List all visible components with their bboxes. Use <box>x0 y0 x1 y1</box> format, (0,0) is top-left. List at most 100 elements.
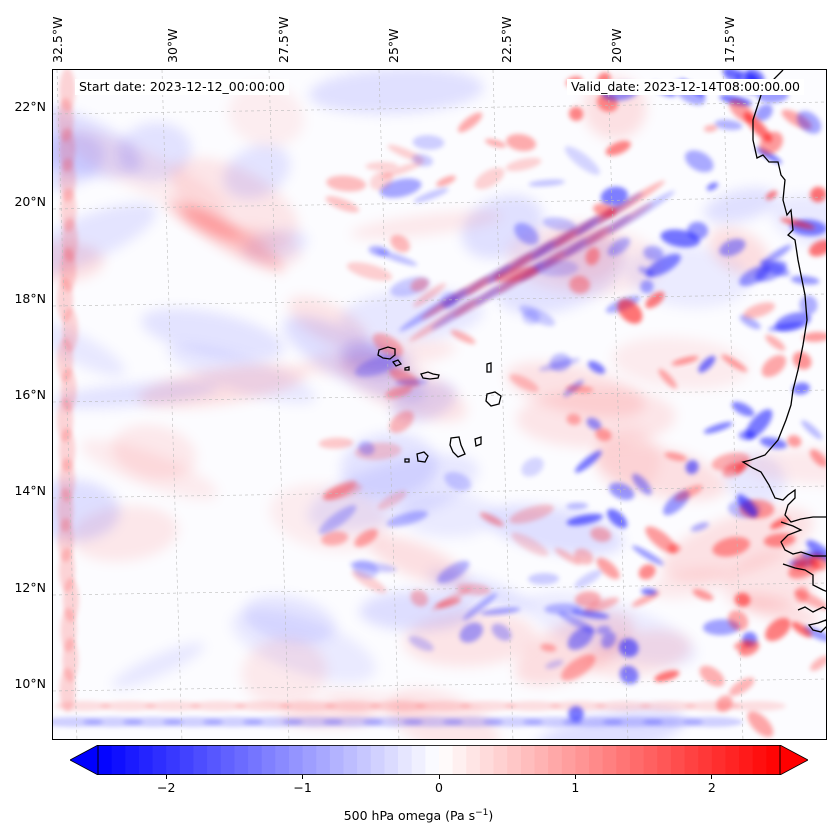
colorbar-cell <box>357 745 372 775</box>
omega-contour-blob <box>601 631 616 649</box>
omega-contour-blob <box>145 701 201 711</box>
omega-contour-blob <box>596 557 620 580</box>
colorbar-cell <box>220 745 235 775</box>
omega-contour-blob <box>80 439 218 500</box>
omega-contour-blob <box>595 701 651 711</box>
colorbar-label: 500 hPa omega (Pa s−1) <box>0 808 837 823</box>
omega-contour-blob <box>802 331 826 342</box>
omega-contour-blob <box>791 621 812 638</box>
colorbar-tick-label: 0 <box>435 780 443 795</box>
colorbar-tick-label: 2 <box>707 780 716 795</box>
colorbar-extend-min <box>70 745 99 775</box>
omega-contour-blob <box>410 277 429 292</box>
colorbar-cell <box>575 745 590 775</box>
colorbar-tick-label: −2 <box>156 780 176 795</box>
omega-contour-blob <box>731 401 755 417</box>
colorbar-cell <box>657 745 672 775</box>
omega-contour-blob <box>59 668 76 712</box>
map-gridlines <box>53 70 826 739</box>
omega-contour-blob <box>569 275 591 294</box>
omega-contour-blob <box>606 508 628 529</box>
omega-contour-blob <box>415 701 471 711</box>
omega-contour-blob <box>590 527 612 542</box>
colorbar <box>70 745 808 775</box>
omega-contour-blob <box>358 441 375 456</box>
omega-contour-blob <box>456 583 491 596</box>
omega-contour-blob <box>658 368 677 389</box>
omega-field-map <box>53 70 826 739</box>
omega-contour-blob <box>505 701 561 711</box>
omega-contour-blob <box>787 435 802 448</box>
colorbar-cell <box>589 745 604 775</box>
longitude-label: 25°W <box>386 28 401 63</box>
colorbar-cell <box>261 745 276 775</box>
omega-contour-blob <box>761 244 792 266</box>
omega-contour-blob <box>736 493 758 518</box>
omega-contour-blob <box>664 452 688 462</box>
valid-date-label: Valid_date: 2023-12-14T08:00:00.00 <box>566 79 804 95</box>
omega-contour-blob <box>509 504 554 524</box>
omega-contour-blob <box>574 569 602 589</box>
colorbar-cell <box>561 745 576 775</box>
colorbar-tick-label: 1 <box>571 780 580 795</box>
omega-contour-blob <box>350 210 503 239</box>
colorbar-cell <box>684 745 699 775</box>
omega-contour-blob <box>386 510 428 527</box>
colorbar-cell <box>111 745 126 775</box>
colorbar-cell <box>616 745 631 775</box>
omega-contour-blob <box>587 360 606 374</box>
omega-contour-blob <box>190 701 246 711</box>
omega-contour-blob <box>683 717 743 727</box>
omega-contour-blob <box>654 670 680 682</box>
colorbar-cell <box>479 745 495 775</box>
omega-contour-blob <box>764 617 791 642</box>
omega-contour-blob <box>640 279 654 294</box>
omega-contour-blob <box>550 701 606 711</box>
africa-coastline <box>741 70 826 523</box>
omega-contour-blob <box>534 259 579 277</box>
omega-contour-blob <box>698 355 716 373</box>
omega-contour-blob <box>734 592 751 607</box>
omega-contour-blob <box>765 334 786 351</box>
omega-contour-blob <box>770 517 790 530</box>
omega-contour-blob <box>346 262 393 281</box>
omega-contour-blob <box>565 385 594 393</box>
omega-contour-blob <box>568 106 584 121</box>
colorbar-cell <box>125 745 140 775</box>
omega-contour-blob <box>479 512 504 527</box>
omega-contour-blob <box>171 157 299 247</box>
omega-contour-blob <box>505 157 542 172</box>
omega-contour-blob <box>491 623 512 641</box>
meridian-gridline <box>607 70 629 739</box>
omega-contour-blob <box>721 354 748 372</box>
omega-contour-blob <box>349 561 397 573</box>
latitude-label: 10°N <box>14 676 46 691</box>
colorbar-cell <box>670 745 686 775</box>
omega-contour-blob <box>55 701 111 711</box>
omega-contour-blob <box>460 701 516 711</box>
colorbar-label-exponent: −1 <box>475 808 489 818</box>
omega-contour-blob <box>703 421 733 434</box>
omega-contour-blob <box>647 567 734 599</box>
omega-contour-blob <box>640 701 696 711</box>
omega-contour-blob <box>326 175 367 192</box>
meridian-gridline <box>722 70 744 739</box>
colorbar-label-text: 500 hPa omega (Pa s <box>343 808 476 824</box>
colorbar-cell <box>98 745 113 775</box>
island-santiago <box>449 436 466 458</box>
omega-contour-blob <box>806 539 826 563</box>
omega-contour-blob <box>690 522 709 532</box>
longitude-label: 17.5°W <box>722 16 737 63</box>
colorbar-cell <box>370 745 385 775</box>
omega-contour-blob <box>583 597 619 614</box>
omega-contour-blob <box>643 245 664 261</box>
start-date-label: Start date: 2023-12-12_00:00:00 <box>75 79 289 95</box>
omega-contour-blob <box>318 504 357 535</box>
colorbar-cell <box>138 745 154 775</box>
omega-contour-blob <box>600 186 628 206</box>
omega-contour-blob <box>228 84 305 148</box>
colorbar-cell <box>275 745 290 775</box>
omega-field-contours <box>53 70 826 739</box>
omega-contour-blob <box>241 638 328 707</box>
omega-contour-blob <box>380 161 423 179</box>
